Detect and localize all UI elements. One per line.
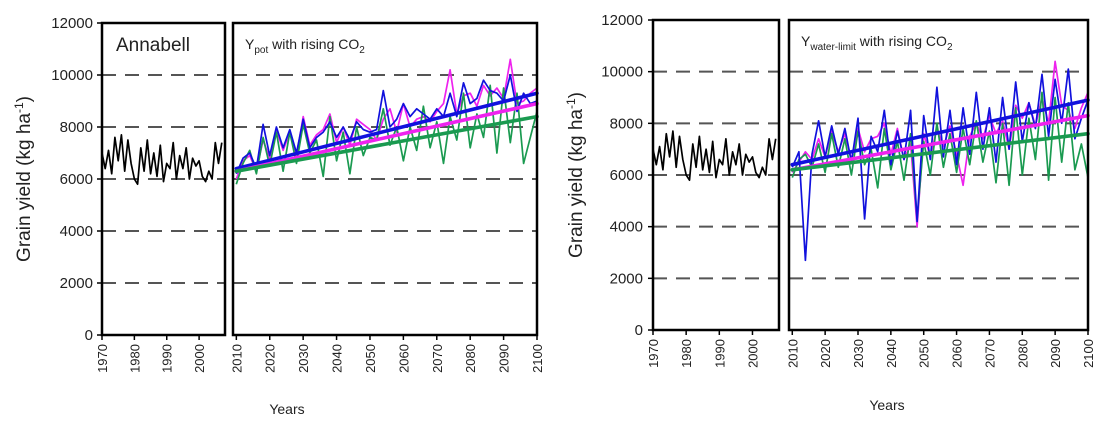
x-tick-label: 2050 — [917, 339, 932, 368]
series-line-2 — [235, 84, 538, 185]
y-tick-label: 0 — [635, 322, 643, 339]
y-tick-label: 10000 — [51, 67, 93, 84]
panel-frame — [231, 21, 539, 337]
y-axis-label: Grain yield (kg ha-1) — [12, 96, 35, 262]
trendline-2 — [234, 101, 539, 173]
panel-title: Ypot with rising CO2 — [245, 36, 365, 56]
x-tick-label: 2070 — [982, 339, 997, 368]
panel-frame — [787, 18, 1090, 332]
x-tick-label: 2040 — [330, 344, 345, 373]
x-tick-label: 2000 — [192, 344, 207, 373]
series-line-1 — [101, 133, 223, 186]
y-tick-label: 2000 — [60, 275, 93, 292]
x-tick-label: 2090 — [497, 344, 512, 373]
x-axis-label: Years — [269, 401, 304, 417]
y-tick-label: 8000 — [60, 119, 93, 136]
x-tick-label: 2050 — [363, 344, 378, 373]
y-tick-label: 12000 — [51, 15, 93, 32]
x-tick-label: 1970 — [646, 339, 661, 368]
trendline-3 — [790, 131, 1090, 172]
y-tick-label: 6000 — [610, 167, 643, 184]
historical-panel: 1970 1980 1990 2000 Annabell — [95, 21, 227, 373]
panel-label: Annabell — [116, 35, 190, 56]
x-tick-label: 2070 — [430, 344, 445, 373]
x-tick-label: 1980 — [679, 339, 694, 368]
y-tick-label: 6000 — [60, 171, 93, 188]
panel-title: Ywater-limit with rising CO2 — [801, 33, 953, 53]
x-tick-label: 2020 — [818, 339, 833, 368]
x-tick-label: 2020 — [263, 344, 278, 373]
y-tick-label: 10000 — [601, 64, 643, 81]
projection-panel: 2010 2020 2030 2040 2050 2060 2070 2080 2090 2100… — [229, 21, 545, 373]
trendline-3 — [234, 114, 539, 173]
x-tick-label: 2100 — [530, 344, 545, 373]
y-tick-label: 4000 — [610, 219, 643, 236]
trendline-1 — [790, 98, 1090, 167]
x-tick-label: 2060 — [396, 344, 411, 373]
x-tick-label: 2030 — [851, 339, 866, 368]
series-line-3 — [791, 68, 1089, 262]
projection-panel: 2010 2020 2030 2040 2050 2060 2070 2080 2090 2100… — [785, 18, 1093, 368]
trendline-1 — [234, 91, 539, 171]
x-tick-label: 2090 — [1048, 339, 1063, 368]
x-tick-label: 2010 — [785, 339, 800, 368]
x-tick-label: 1980 — [127, 344, 142, 373]
chart-1: 1970 1980 1990 2000 Annabell 2010 2020 2030 2040… — [12, 15, 545, 417]
y-tick-label: 8000 — [610, 115, 643, 132]
x-tick-label: 2000 — [745, 339, 760, 368]
x-tick-label: 1990 — [712, 339, 727, 368]
y-tick-label: 2000 — [610, 270, 643, 287]
chart-2: 1970 1980 1990 2000 2010 2020 2030 2040 2050 2060… — [564, 12, 1093, 413]
x-tick-label: 2060 — [950, 339, 965, 368]
series-line-1 — [235, 58, 538, 180]
x-tick-label: 1990 — [160, 344, 175, 373]
y-tick-label: 12000 — [601, 12, 643, 29]
trendline-2 — [790, 113, 1090, 172]
series-line-1 — [652, 130, 777, 182]
y-tick-label: 4000 — [60, 223, 93, 240]
x-tick-label: 2040 — [884, 339, 899, 368]
x-tick-label: 2030 — [296, 344, 311, 373]
x-tick-label: 2100 — [1081, 339, 1093, 368]
x-tick-label: 2010 — [229, 344, 244, 373]
historical-panel: 1970 1980 1990 2000 — [646, 18, 781, 368]
series-line-3 — [235, 74, 538, 175]
x-tick-label: 1970 — [95, 344, 110, 373]
x-tick-label: 2080 — [463, 344, 478, 373]
y-axis-label: Grain yield (kg ha-1) — [564, 92, 587, 258]
x-axis-label: Years — [869, 397, 904, 413]
x-tick-label: 2080 — [1015, 339, 1030, 368]
y-tick-label: 0 — [85, 327, 93, 344]
